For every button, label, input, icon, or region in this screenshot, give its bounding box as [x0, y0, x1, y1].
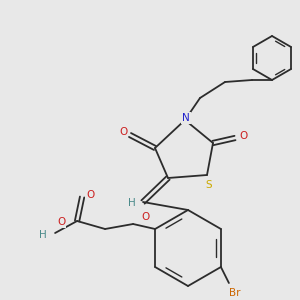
Text: O: O: [57, 217, 65, 227]
Text: N: N: [182, 113, 190, 123]
Text: H: H: [128, 198, 136, 208]
Text: O: O: [119, 127, 127, 137]
Text: O: O: [86, 190, 94, 200]
Text: S: S: [206, 180, 212, 190]
Text: H: H: [39, 230, 47, 240]
Text: O: O: [239, 131, 247, 141]
Text: O: O: [142, 212, 150, 222]
Text: Br: Br: [229, 288, 241, 298]
